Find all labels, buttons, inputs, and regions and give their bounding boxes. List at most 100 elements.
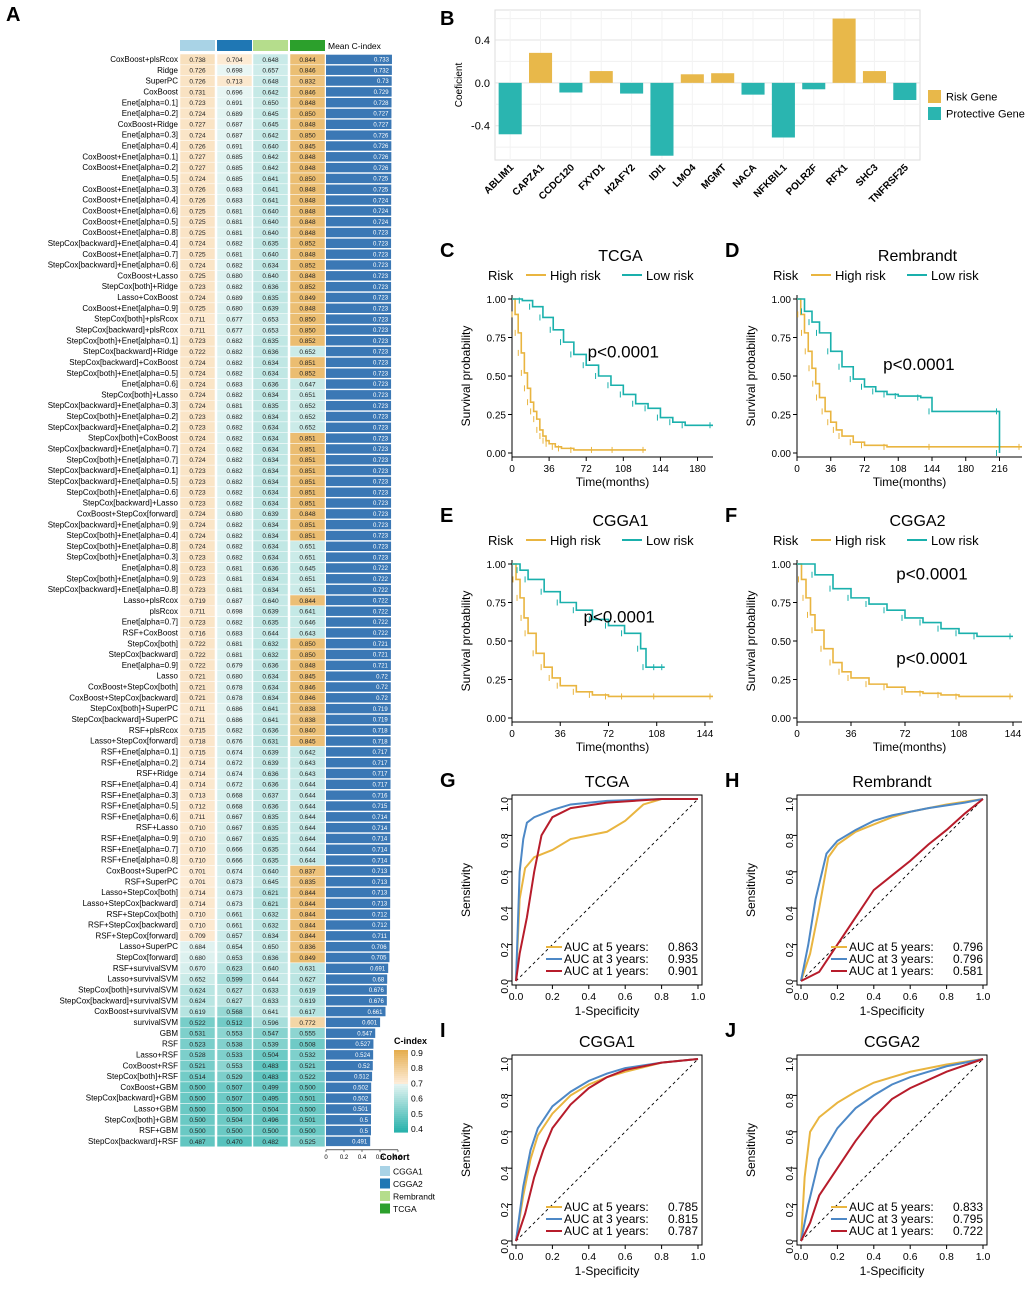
cell-value: 0.635	[262, 403, 279, 410]
mean-value: 0.722	[373, 599, 389, 605]
cell-value: 0.667	[226, 814, 243, 821]
cell-value: 0.639	[262, 306, 279, 313]
auc-legend-label: AUC at 3 years:	[849, 952, 934, 966]
y-axis-label: Survival probability	[459, 591, 473, 692]
model-label: RSF+Lasso	[136, 823, 179, 832]
mean-value: 0.723	[373, 350, 389, 356]
cell-value: 0.634	[262, 371, 279, 378]
mean-value: 0.723	[373, 436, 389, 442]
cell-value: 0.522	[299, 1074, 316, 1081]
x-tick-label: 0.6	[903, 1251, 918, 1263]
cell-value: 0.644	[299, 857, 316, 864]
cell-value: 0.652	[299, 425, 316, 432]
plot-title: CGGA2	[864, 1034, 920, 1051]
mean-bar	[326, 714, 391, 725]
coef-bar	[620, 82, 644, 94]
cell-value: 0.538	[226, 1041, 243, 1048]
x-tick-label: POLR2F	[784, 162, 820, 198]
auc-value: 0.815	[668, 1212, 698, 1226]
km-plot-cgga2: CGGA2 Risk High risk Low risk 0.00 0.25 0.50 0.…	[744, 513, 1022, 754]
cell-value: 0.634	[262, 933, 279, 940]
legend-title: Risk	[488, 533, 514, 548]
c-index-gradient-step	[394, 1068, 408, 1071]
cell-value: 0.723	[189, 468, 206, 475]
mean-value: 0.723	[373, 274, 389, 280]
cell-value: 0.723	[189, 490, 206, 497]
bar-axis-tick-label: 0.4	[358, 1155, 367, 1161]
x-tick-label: 108	[890, 464, 907, 475]
mean-bar	[326, 541, 392, 552]
mean-bar	[326, 768, 391, 779]
x-tick-label: NACA	[731, 162, 759, 190]
cell-value: 0.686	[226, 717, 243, 724]
cell-value: 0.727	[189, 165, 206, 172]
mean-value: 0.723	[373, 415, 389, 421]
mean-bar	[326, 433, 392, 443]
cell-value: 0.555	[299, 1031, 316, 1038]
y-tick-label: 0.75	[772, 334, 792, 345]
mean-value: 0.722	[373, 577, 389, 583]
cell-value: 0.635	[262, 295, 279, 302]
mean-bar	[326, 963, 389, 973]
x-tick-label: 0.4	[866, 1251, 881, 1263]
cell-value: 0.621	[262, 901, 279, 908]
roc-5-year-curve	[515, 1058, 699, 1242]
c-index-gradient-step	[394, 1066, 408, 1069]
cell-value: 0.725	[189, 273, 206, 280]
x-tick-label: 0.4	[581, 1251, 596, 1263]
cell-value: 0.633	[262, 998, 279, 1005]
y-axis-label: Sensitivity	[744, 863, 758, 917]
cell-value: 0.848	[299, 219, 316, 226]
cell-value: 0.521	[189, 1063, 206, 1070]
mean-value: 0.676	[369, 988, 385, 994]
model-label: StepCox[both]+Lasso	[101, 390, 178, 399]
mean-bar	[326, 563, 391, 573]
panel-letter-b: B	[440, 8, 455, 30]
cell-value: 0.514	[189, 1074, 206, 1081]
mean-value: 0.716	[372, 793, 388, 799]
cell-value: 0.851	[299, 500, 316, 507]
x-tick-label: 0	[794, 729, 800, 740]
x-tick-label: 36	[544, 464, 556, 475]
mean-bar	[326, 390, 392, 400]
model-label: Enet[alpha=0.3]	[122, 131, 178, 140]
y-tick-label: 0.50	[487, 372, 507, 383]
x-tick-label: 1.0	[976, 1251, 991, 1263]
roc-5-year-curve	[800, 1058, 984, 1242]
x-tick-label: LMO4	[671, 162, 699, 190]
coef-bar	[529, 52, 553, 83]
auc-value: 0.722	[953, 1224, 983, 1238]
model-label: Lasso	[157, 672, 179, 681]
cell-value: 0.499	[262, 1085, 279, 1092]
mean-bar	[326, 703, 391, 714]
model-label: StepCox[both]+Enet[alpha=0.4]	[66, 531, 178, 540]
cell-value: 0.772	[299, 1020, 316, 1027]
mean-bar	[326, 303, 392, 313]
y-tick-label: 0.0	[499, 979, 511, 994]
mean-value: 0.723	[373, 512, 389, 518]
cell-value: 0.636	[262, 728, 279, 735]
mean-bar	[326, 1060, 373, 1071]
mean-bar	[326, 682, 391, 692]
y-tick-label: 0.2	[499, 942, 511, 957]
c-index-gradient-step	[394, 1128, 408, 1131]
cell-value: 0.507	[226, 1096, 243, 1103]
cell-value: 0.501	[299, 1117, 316, 1124]
cell-value: 0.846	[299, 684, 316, 691]
x-tick-label: 0	[509, 729, 515, 740]
model-label: StepCox[backward]+Enet[alpha=0.8]	[48, 585, 178, 594]
mean-value: 0.705	[371, 956, 387, 962]
c-index-gradient-step	[394, 1126, 408, 1129]
model-label: Lasso+RSF	[136, 1050, 178, 1059]
mean-bar	[326, 346, 392, 357]
cell-value: 0.634	[262, 522, 279, 529]
mean-bar	[326, 281, 392, 292]
auc-legend-label: AUC at 1 years:	[564, 1224, 649, 1238]
cell-value: 0.635	[262, 241, 279, 248]
cell-value: 0.852	[299, 371, 316, 378]
x-tick-label: 0.6	[903, 991, 918, 1003]
cell-value: 0.657	[226, 933, 243, 940]
model-label: RSF+Enet[alpha=0.1]	[101, 747, 178, 756]
cell-value: 0.661	[226, 922, 243, 929]
cell-value: 0.724	[189, 133, 206, 140]
